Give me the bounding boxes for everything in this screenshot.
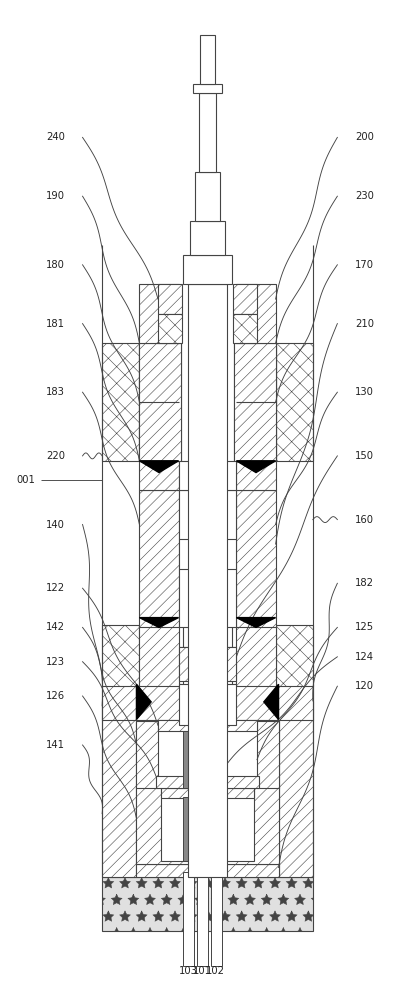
Bar: [178, 647, 206, 681]
Bar: [156, 776, 259, 788]
Bar: [197, 872, 208, 966]
Bar: [209, 647, 237, 681]
Bar: [183, 731, 193, 788]
Bar: [139, 625, 178, 686]
Bar: [139, 461, 178, 490]
Bar: [211, 872, 222, 966]
Text: 181: 181: [46, 319, 65, 329]
Bar: [102, 701, 137, 877]
Bar: [183, 255, 232, 284]
Text: 240: 240: [46, 132, 65, 142]
Text: 183: 183: [46, 387, 65, 397]
Polygon shape: [137, 684, 151, 720]
Text: 170: 170: [355, 260, 374, 270]
Bar: [102, 625, 139, 686]
Text: 182: 182: [355, 578, 374, 588]
Bar: [237, 284, 276, 343]
Text: 124: 124: [355, 652, 374, 662]
Bar: [193, 84, 222, 93]
Bar: [183, 872, 194, 966]
Bar: [178, 490, 237, 627]
Bar: [211, 797, 221, 861]
Text: 220: 220: [46, 451, 65, 461]
Text: 190: 190: [46, 191, 65, 201]
Bar: [102, 877, 313, 931]
Bar: [188, 284, 227, 877]
Bar: [183, 625, 232, 688]
Bar: [195, 172, 220, 221]
Text: 001: 001: [17, 475, 36, 485]
Text: 126: 126: [46, 691, 65, 701]
Bar: [137, 864, 278, 877]
Bar: [211, 731, 221, 788]
Bar: [139, 343, 181, 461]
Bar: [234, 343, 276, 461]
Text: 130: 130: [355, 387, 374, 397]
Text: 200: 200: [355, 132, 374, 142]
Text: 210: 210: [355, 319, 374, 329]
Bar: [183, 797, 193, 861]
Bar: [234, 284, 257, 314]
Text: 125: 125: [355, 622, 374, 632]
Text: 142: 142: [46, 622, 65, 632]
Bar: [139, 284, 178, 343]
Bar: [237, 625, 276, 686]
Bar: [178, 684, 237, 725]
Bar: [139, 490, 178, 627]
Bar: [139, 343, 181, 461]
Bar: [189, 539, 226, 569]
Bar: [178, 461, 237, 490]
Polygon shape: [237, 618, 276, 627]
Bar: [158, 284, 181, 314]
Text: 150: 150: [355, 451, 374, 461]
Bar: [137, 785, 278, 864]
Polygon shape: [139, 618, 178, 627]
Bar: [278, 701, 313, 877]
Text: 180: 180: [46, 260, 65, 270]
Text: 141: 141: [46, 740, 65, 750]
Bar: [257, 721, 278, 788]
Bar: [200, 34, 215, 84]
Bar: [158, 720, 257, 731]
Text: 122: 122: [46, 583, 65, 593]
Bar: [161, 788, 254, 798]
Bar: [137, 721, 158, 788]
Bar: [237, 490, 276, 627]
Bar: [234, 314, 257, 343]
Text: 120: 120: [355, 681, 374, 691]
Polygon shape: [264, 684, 278, 720]
Polygon shape: [237, 461, 276, 473]
Text: 230: 230: [355, 191, 374, 201]
Text: 123: 123: [46, 657, 65, 667]
Bar: [161, 788, 254, 861]
Bar: [276, 625, 313, 686]
Bar: [276, 343, 313, 461]
Bar: [234, 684, 313, 720]
Text: 102: 102: [206, 966, 225, 976]
Text: 160: 160: [355, 515, 374, 525]
Bar: [158, 314, 181, 343]
Bar: [234, 343, 276, 461]
Text: 103: 103: [179, 966, 198, 976]
Bar: [237, 461, 276, 490]
Bar: [190, 221, 225, 255]
Text: 101: 101: [193, 966, 212, 976]
Polygon shape: [139, 461, 178, 473]
Bar: [197, 797, 207, 861]
Bar: [102, 343, 139, 461]
Bar: [102, 684, 181, 720]
Text: 140: 140: [46, 520, 65, 530]
Bar: [199, 93, 216, 172]
